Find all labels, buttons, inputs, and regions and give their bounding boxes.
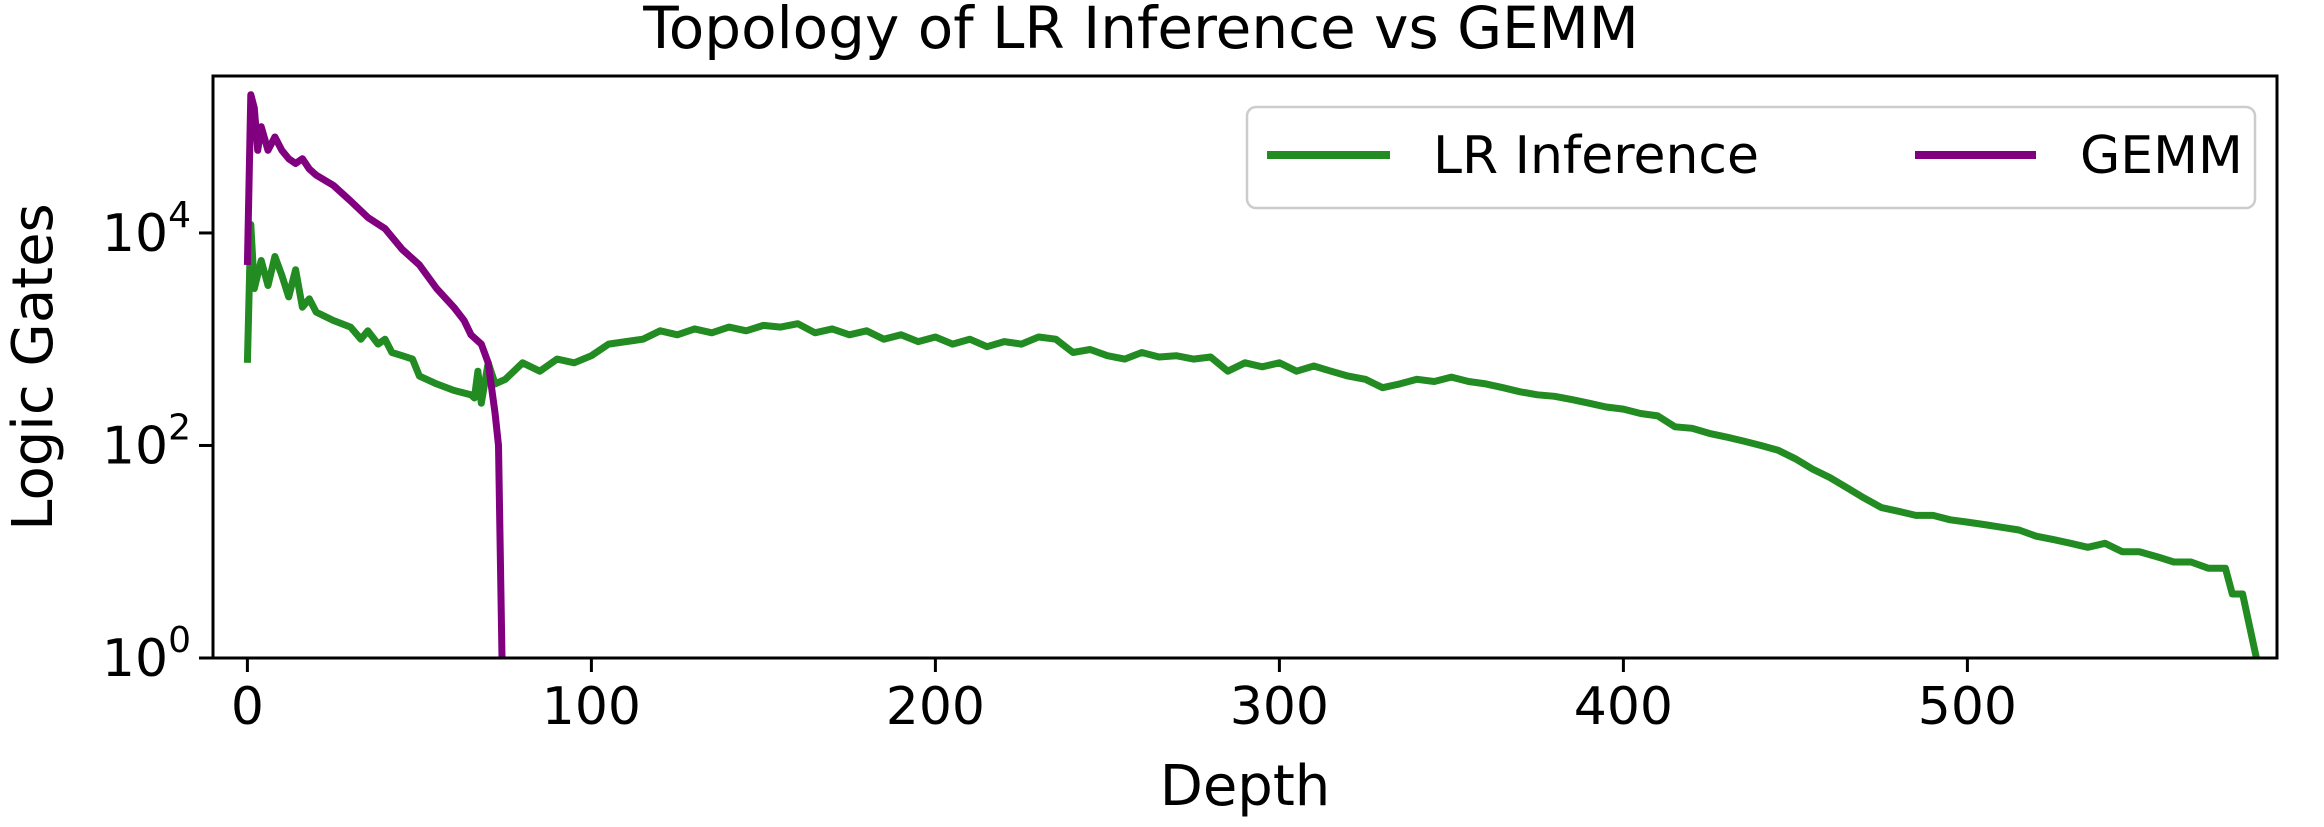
y-tick-label: 102 [102, 407, 191, 476]
legend: LR Inference GEMM [1245, 105, 2257, 210]
y-tick-label: 100 [102, 620, 191, 689]
plot-frame [211, 74, 2279, 660]
y-axis-label: Logic Gates [1, 203, 66, 530]
x-tick-label: 300 [1230, 677, 1329, 737]
x-tick-label: 100 [542, 677, 641, 737]
x-tick-label: 500 [1918, 677, 2017, 737]
legend-box [1245, 105, 2257, 210]
legend-label-lr-inference: LR Inference [1433, 126, 1759, 186]
x-axis-label: Depth [1160, 754, 1331, 819]
y-axis: 100 102 104 [102, 195, 213, 689]
legend-label-gemm: GEMM [2080, 126, 2243, 186]
plot-area [243, 91, 2260, 659]
x-tick-label: 400 [1574, 677, 1673, 737]
x-tick-label: 200 [886, 677, 985, 737]
x-tick-label: 0 [231, 677, 264, 737]
x-axis: 0 100 200 300 400 500 [231, 658, 2017, 737]
chart-title: Topology of LR Inference vs GEMM [642, 0, 1639, 62]
series-line-gemm [243, 91, 506, 659]
y-tick-label: 104 [102, 195, 191, 264]
series-line-lr-inference [243, 221, 2260, 659]
